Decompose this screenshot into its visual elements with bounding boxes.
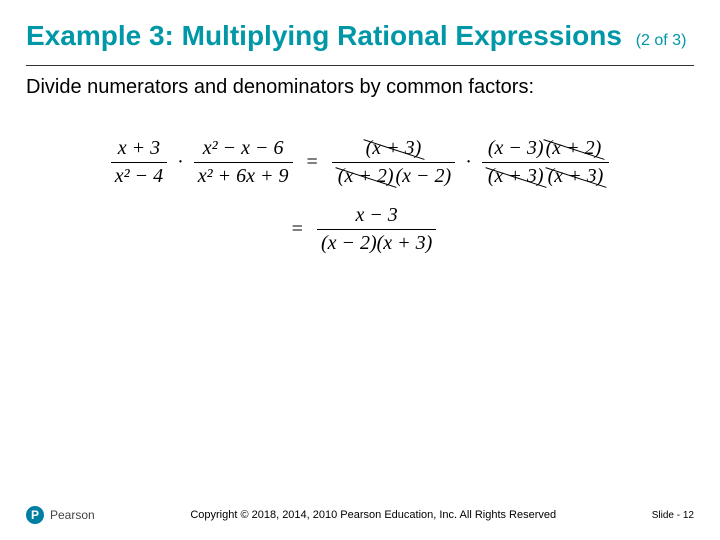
rhs-frac-2: (x − 3)(x + 2) (x + 3)(x + 3): [482, 135, 609, 190]
slide-number: Slide - 12: [652, 510, 694, 521]
copyright-text: Copyright © 2018, 2014, 2010 Pearson Edu…: [95, 509, 652, 521]
equation-row-1: x + 3 x² − 4 · x² − x − 6 x² + 6x + 9 = …: [111, 135, 610, 190]
pearson-logo-text: Pearson: [50, 508, 95, 522]
rhs-frac-2-den: (x + 3)(x + 3): [482, 163, 609, 190]
plain-factor: (x − 2): [396, 165, 452, 187]
lhs-frac-2: x² − x − 6 x² + 6x + 9: [194, 135, 293, 190]
title-main-text: Example 3: Multiplying Rational Expressi…: [26, 20, 622, 51]
slide-number-value: 12: [683, 510, 694, 521]
rhs-frac-1: (x + 3) (x + 2)(x − 2): [332, 135, 455, 190]
footer: P Pearson Copyright © 2018, 2014, 2010 P…: [0, 506, 720, 524]
rhs-frac-2-num: (x − 3)(x + 2): [484, 135, 607, 162]
slide-title: Example 3: Multiplying Rational Expressi…: [26, 18, 694, 53]
equation-area: x + 3 x² − 4 · x² − x − 6 x² + 6x + 9 = …: [0, 135, 720, 257]
text: x + 3: [118, 137, 160, 159]
result-num: x − 3: [351, 202, 401, 229]
title-part-text: (2 of 3): [636, 32, 687, 49]
title-block: Example 3: Multiplying Rational Expressi…: [0, 0, 720, 61]
lhs-frac-1-den: x² − 4: [111, 163, 167, 190]
equals-sign: =: [299, 151, 326, 174]
equals-sign: =: [284, 218, 311, 241]
lhs-frac-1-num: x + 3: [114, 135, 164, 162]
text: x² − x − 6: [203, 137, 284, 159]
rhs-frac-1-num: (x + 3): [360, 135, 428, 162]
pearson-logo-icon: P: [26, 506, 44, 524]
plain-factor: (x − 3): [488, 137, 544, 159]
result-frac: x − 3 (x − 2)(x + 3): [317, 202, 436, 257]
rhs-frac-1-den: (x + 2)(x − 2): [332, 163, 455, 190]
multiply-dot: ·: [461, 151, 476, 174]
lhs-frac-2-den: x² + 6x + 9: [194, 163, 293, 190]
cancelled-factor: (x + 3): [546, 165, 606, 188]
lhs-frac-1: x + 3 x² − 4: [111, 135, 167, 190]
cancelled-factor: (x + 3): [364, 137, 424, 160]
pearson-logo: P Pearson: [26, 506, 95, 524]
instruction-text: Divide numerators and denominators by co…: [0, 76, 720, 99]
lhs-frac-2-num: x² − x − 6: [199, 135, 288, 162]
slide-label: Slide -: [652, 510, 683, 521]
result-den: (x − 2)(x + 3): [317, 230, 436, 257]
multiply-dot: ·: [173, 151, 188, 174]
cancelled-factor: (x + 3): [486, 165, 546, 188]
equation-row-2: = x − 3 (x − 2)(x + 3): [284, 202, 437, 257]
text: x² + 6x + 9: [198, 165, 289, 187]
cancelled-factor: (x + 2): [336, 165, 396, 188]
title-divider: [26, 65, 694, 66]
text: x² − 4: [115, 165, 163, 187]
cancelled-factor: (x + 2): [544, 137, 604, 160]
